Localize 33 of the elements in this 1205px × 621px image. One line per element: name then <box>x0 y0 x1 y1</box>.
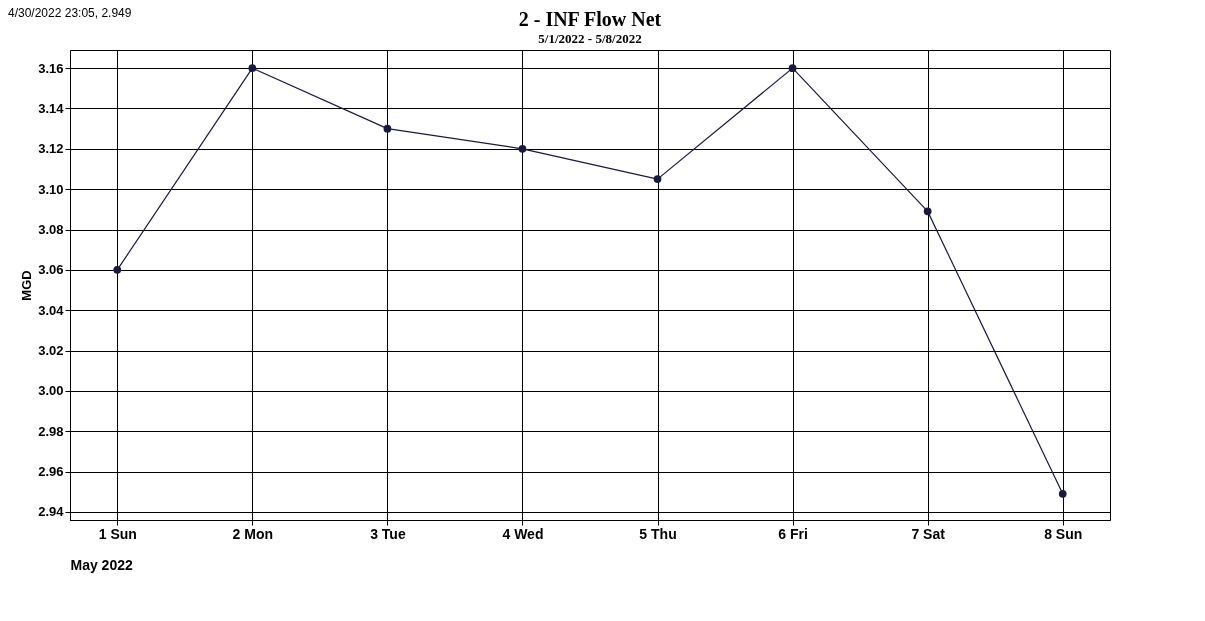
point <box>248 64 257 73</box>
chart-title: 2 - INF Flow Net <box>518 8 662 30</box>
point <box>1058 489 1067 498</box>
y-tick-label: 3.16 <box>38 60 64 76</box>
x-tick-label: 8 Sun <box>1044 525 1083 542</box>
chart-subtitle: 5/1/2022 - 5/8/2022 <box>538 31 642 46</box>
y-tick-label: 3.12 <box>38 141 64 157</box>
y-tick-label: 3.04 <box>38 302 65 318</box>
y-tick-label: 3.00 <box>38 383 64 399</box>
x-tick-label: 5 Thu <box>639 525 677 542</box>
text: 4/30/2022 23:05, 2.949 <box>8 6 132 20</box>
x-tick-label: 2 Mon <box>232 525 274 542</box>
point <box>518 144 527 153</box>
y-tick-label: 3.08 <box>38 222 64 238</box>
y-tick-label: 2.96 <box>38 464 64 480</box>
point <box>923 207 932 216</box>
y-tick-label: 2.94 <box>38 504 65 520</box>
x-tick-label: 7 Sat <box>911 525 946 542</box>
point <box>653 175 662 183</box>
y-tick-label: 3.06 <box>38 262 64 278</box>
y-tick-label: 3.10 <box>38 181 64 197</box>
y-tick-label: 3.02 <box>38 343 64 359</box>
y-axis-title: MGD <box>19 270 35 301</box>
x-tick-label: 4 Wed <box>502 525 544 542</box>
y-tick-label: 3.14 <box>38 101 65 116</box>
x-axis-title: May 2022 <box>70 556 133 573</box>
point <box>113 266 122 274</box>
y-tick-label: 2.98 <box>38 423 64 439</box>
point <box>383 124 392 133</box>
x-tick-label: 3 Tue <box>370 525 406 542</box>
x-tick-label: 1 Sun <box>98 525 137 542</box>
point <box>788 64 797 73</box>
x-tick-label: 6 Fri <box>778 525 808 542</box>
